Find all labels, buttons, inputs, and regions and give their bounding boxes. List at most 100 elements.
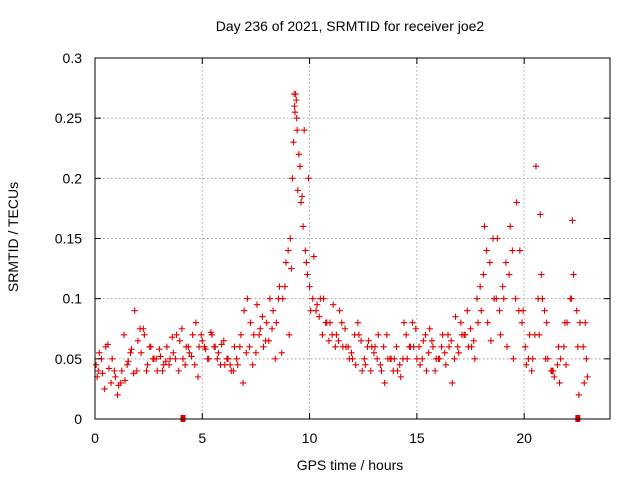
data-point: [575, 391, 583, 399]
data-point: [162, 358, 170, 365]
data-point: [223, 355, 231, 363]
data-point: [381, 379, 388, 387]
data-point: [542, 355, 549, 363]
data-point: [370, 349, 378, 357]
data-point: [284, 247, 292, 254]
data-point: [128, 346, 135, 353]
data-point: [413, 355, 421, 363]
x-tick-label: 20: [516, 430, 532, 446]
data-point: [402, 331, 410, 338]
data-point: [303, 259, 310, 266]
data-point: [133, 367, 141, 375]
data-point: [420, 337, 427, 344]
data-point: [218, 341, 225, 348]
data-point: [355, 331, 363, 338]
data-point: [186, 349, 193, 357]
data-point: [287, 235, 294, 242]
data-point: [516, 247, 524, 254]
data-point: [179, 355, 187, 363]
data-point: [391, 355, 398, 363]
data-point: [118, 367, 126, 375]
data-point: [298, 193, 306, 200]
data-point: [502, 259, 510, 266]
data-point: [357, 337, 365, 344]
data-point: [333, 331, 340, 338]
data-point: [207, 329, 215, 336]
axis-ticks: 0 5 10 15 20 0 0.05 0.1 0.15 0.2 0.25 0.3: [55, 50, 610, 446]
data-point: [244, 295, 251, 302]
data-point: [140, 325, 147, 332]
data-point: [449, 379, 456, 387]
data-point: [252, 349, 260, 357]
data-point: [152, 355, 160, 363]
data-point: [468, 343, 475, 350]
data-point: [226, 361, 234, 369]
data-point: [121, 377, 129, 384]
x-tick-label: 5: [198, 430, 206, 446]
data-point: [112, 373, 119, 381]
data-point: [497, 331, 504, 338]
data-point: [302, 247, 309, 254]
data-point: [562, 361, 570, 369]
grid: [95, 58, 610, 419]
data-point: [255, 331, 263, 338]
data-point: [159, 367, 166, 375]
data-point: [234, 361, 241, 369]
data-point: [332, 343, 339, 350]
data-point: [513, 199, 520, 206]
data-point: [378, 367, 385, 375]
data-point: [573, 307, 580, 314]
data-point: [404, 355, 411, 363]
data-point: [170, 349, 177, 357]
data-point: [557, 355, 564, 363]
data-point: [423, 367, 430, 375]
data-point: [291, 108, 299, 116]
data-point: [412, 325, 420, 332]
data-point: [532, 163, 540, 170]
data-point: [487, 337, 495, 344]
data-point: [305, 175, 312, 182]
data-point: [160, 361, 167, 369]
data-point: [233, 355, 240, 363]
data-point: [154, 367, 161, 375]
data-point: [125, 358, 132, 365]
data-point: [281, 283, 289, 290]
data-point: [431, 367, 439, 375]
x-tick-label: 15: [409, 430, 425, 446]
data-point: [297, 199, 305, 206]
data-point: [338, 319, 345, 326]
data-point: [490, 295, 498, 302]
data-point: [231, 343, 238, 350]
data-point: [99, 370, 106, 377]
data-point: [316, 313, 323, 320]
data-point: [143, 367, 150, 375]
data-point: [291, 102, 298, 110]
data-point: [454, 343, 461, 350]
data-point: [320, 295, 327, 302]
data-point: [377, 361, 384, 369]
data-point: [173, 331, 180, 338]
data-point: [217, 361, 224, 369]
data-point: [512, 295, 519, 302]
data-point: [282, 259, 290, 266]
data-point: [560, 343, 568, 350]
data-point: [313, 301, 321, 308]
data-point: [293, 114, 300, 122]
data-point: [570, 271, 577, 278]
data-point: [285, 331, 293, 338]
data-points: [92, 90, 591, 399]
data-point: [384, 355, 392, 363]
data-point: [240, 307, 248, 314]
data-point: [584, 373, 591, 381]
data-point: [301, 127, 308, 134]
data-point: [470, 337, 477, 344]
data-point: [371, 343, 379, 350]
data-point: [339, 343, 347, 350]
data-point: [400, 319, 408, 326]
data-point: [104, 341, 112, 348]
data-point: [422, 331, 429, 338]
data-point: [249, 361, 256, 369]
data-point: [117, 379, 124, 387]
data-point: [307, 307, 314, 314]
data-point: [260, 343, 267, 350]
